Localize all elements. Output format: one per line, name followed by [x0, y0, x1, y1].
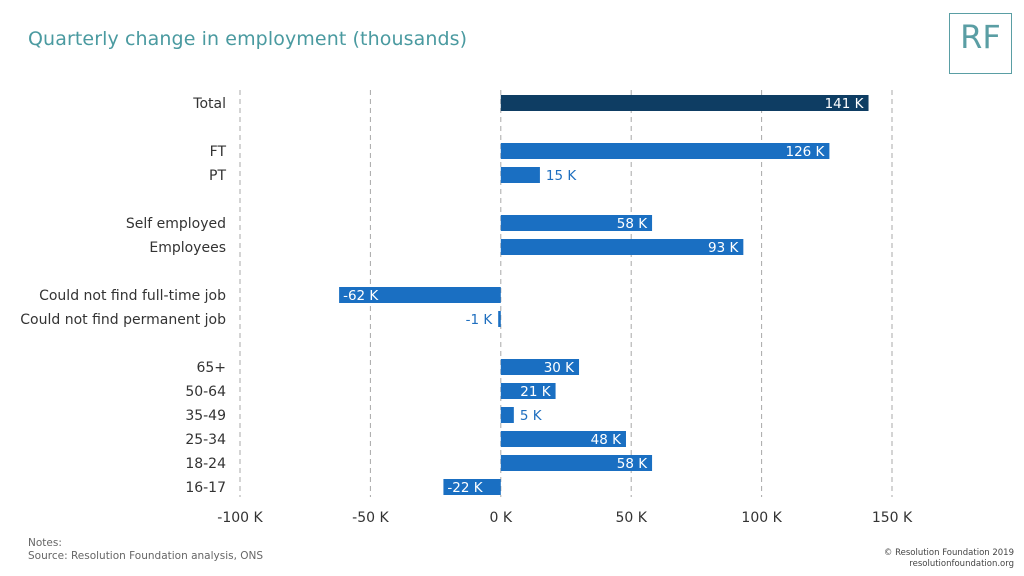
chart-title: Quarterly change in employment (thousand…: [28, 28, 468, 50]
bar: [500, 239, 744, 255]
bars: 141 K 126 K 15 K 58 K 93 K -62 K -1 K 30 K 21 K 5…: [339, 95, 869, 496]
x-tick-label: -50 K: [352, 510, 389, 526]
bar: [500, 215, 653, 231]
data-label: 93 K: [708, 240, 739, 256]
bar: [500, 383, 556, 399]
category-label: Total: [192, 96, 226, 112]
data-label: -62 K: [343, 288, 379, 304]
x-tick-label: -100 K: [217, 510, 263, 526]
category-label: 16-17: [185, 480, 226, 496]
bar: [500, 95, 869, 111]
data-label: 30 K: [544, 360, 575, 376]
category-label: Could not find permanent job: [20, 312, 226, 328]
bar: [498, 311, 501, 327]
x-tick-label: 50 K: [615, 510, 647, 526]
copyright-text: © Resolution Foundation 2019: [883, 548, 1014, 558]
bar: [339, 287, 501, 303]
category-labels: Total FT PT Self employed Employees Could not…: [20, 96, 226, 496]
x-tick-label: 0 K: [490, 510, 513, 526]
category-label: Self employed: [126, 216, 226, 232]
category-label: PT: [209, 168, 226, 184]
data-label: 141 K: [825, 96, 865, 112]
category-label: 25-34: [185, 432, 226, 448]
category-label: 50-64: [185, 384, 226, 400]
data-label: 48 K: [591, 432, 622, 448]
data-label: -22 K: [447, 480, 483, 496]
website-text: resolutionfoundation.org: [909, 559, 1014, 569]
data-label: 5 K: [520, 408, 543, 424]
bar: [500, 431, 626, 447]
x-axis-ticks: -100 K -50 K 0 K 50 K 100 K 150 K: [217, 510, 913, 526]
data-label: 58 K: [617, 216, 648, 232]
bar: [500, 143, 830, 159]
rf-logo: RF: [949, 13, 1012, 74]
category-label: Employees: [149, 240, 226, 256]
category-label: 35-49: [185, 408, 226, 424]
copyright-block: © Resolution Foundation 2019 resolutionf…: [884, 548, 1014, 570]
bar: [443, 479, 501, 495]
x-tick-label: 150 K: [872, 510, 913, 526]
data-label: 15 K: [546, 168, 577, 184]
category-label: Could not find full-time job: [39, 288, 226, 304]
bar: [500, 359, 580, 375]
bar: [500, 455, 653, 471]
category-label: 65+: [196, 360, 226, 376]
notes-label: Notes:: [28, 537, 62, 549]
notes: Notes: Source: Resolution Foundation ana…: [28, 537, 263, 563]
category-label: FT: [210, 144, 227, 160]
x-tick-label: 100 K: [741, 510, 782, 526]
bar: [500, 407, 514, 423]
bar: [500, 167, 540, 183]
data-label: -1 K: [466, 312, 494, 328]
category-label: 18-24: [185, 456, 226, 472]
data-label: 126 K: [785, 144, 825, 160]
data-label: 58 K: [617, 456, 648, 472]
data-label: 21 K: [520, 384, 551, 400]
source-text: Source: Resolution Foundation analysis, …: [28, 550, 264, 562]
